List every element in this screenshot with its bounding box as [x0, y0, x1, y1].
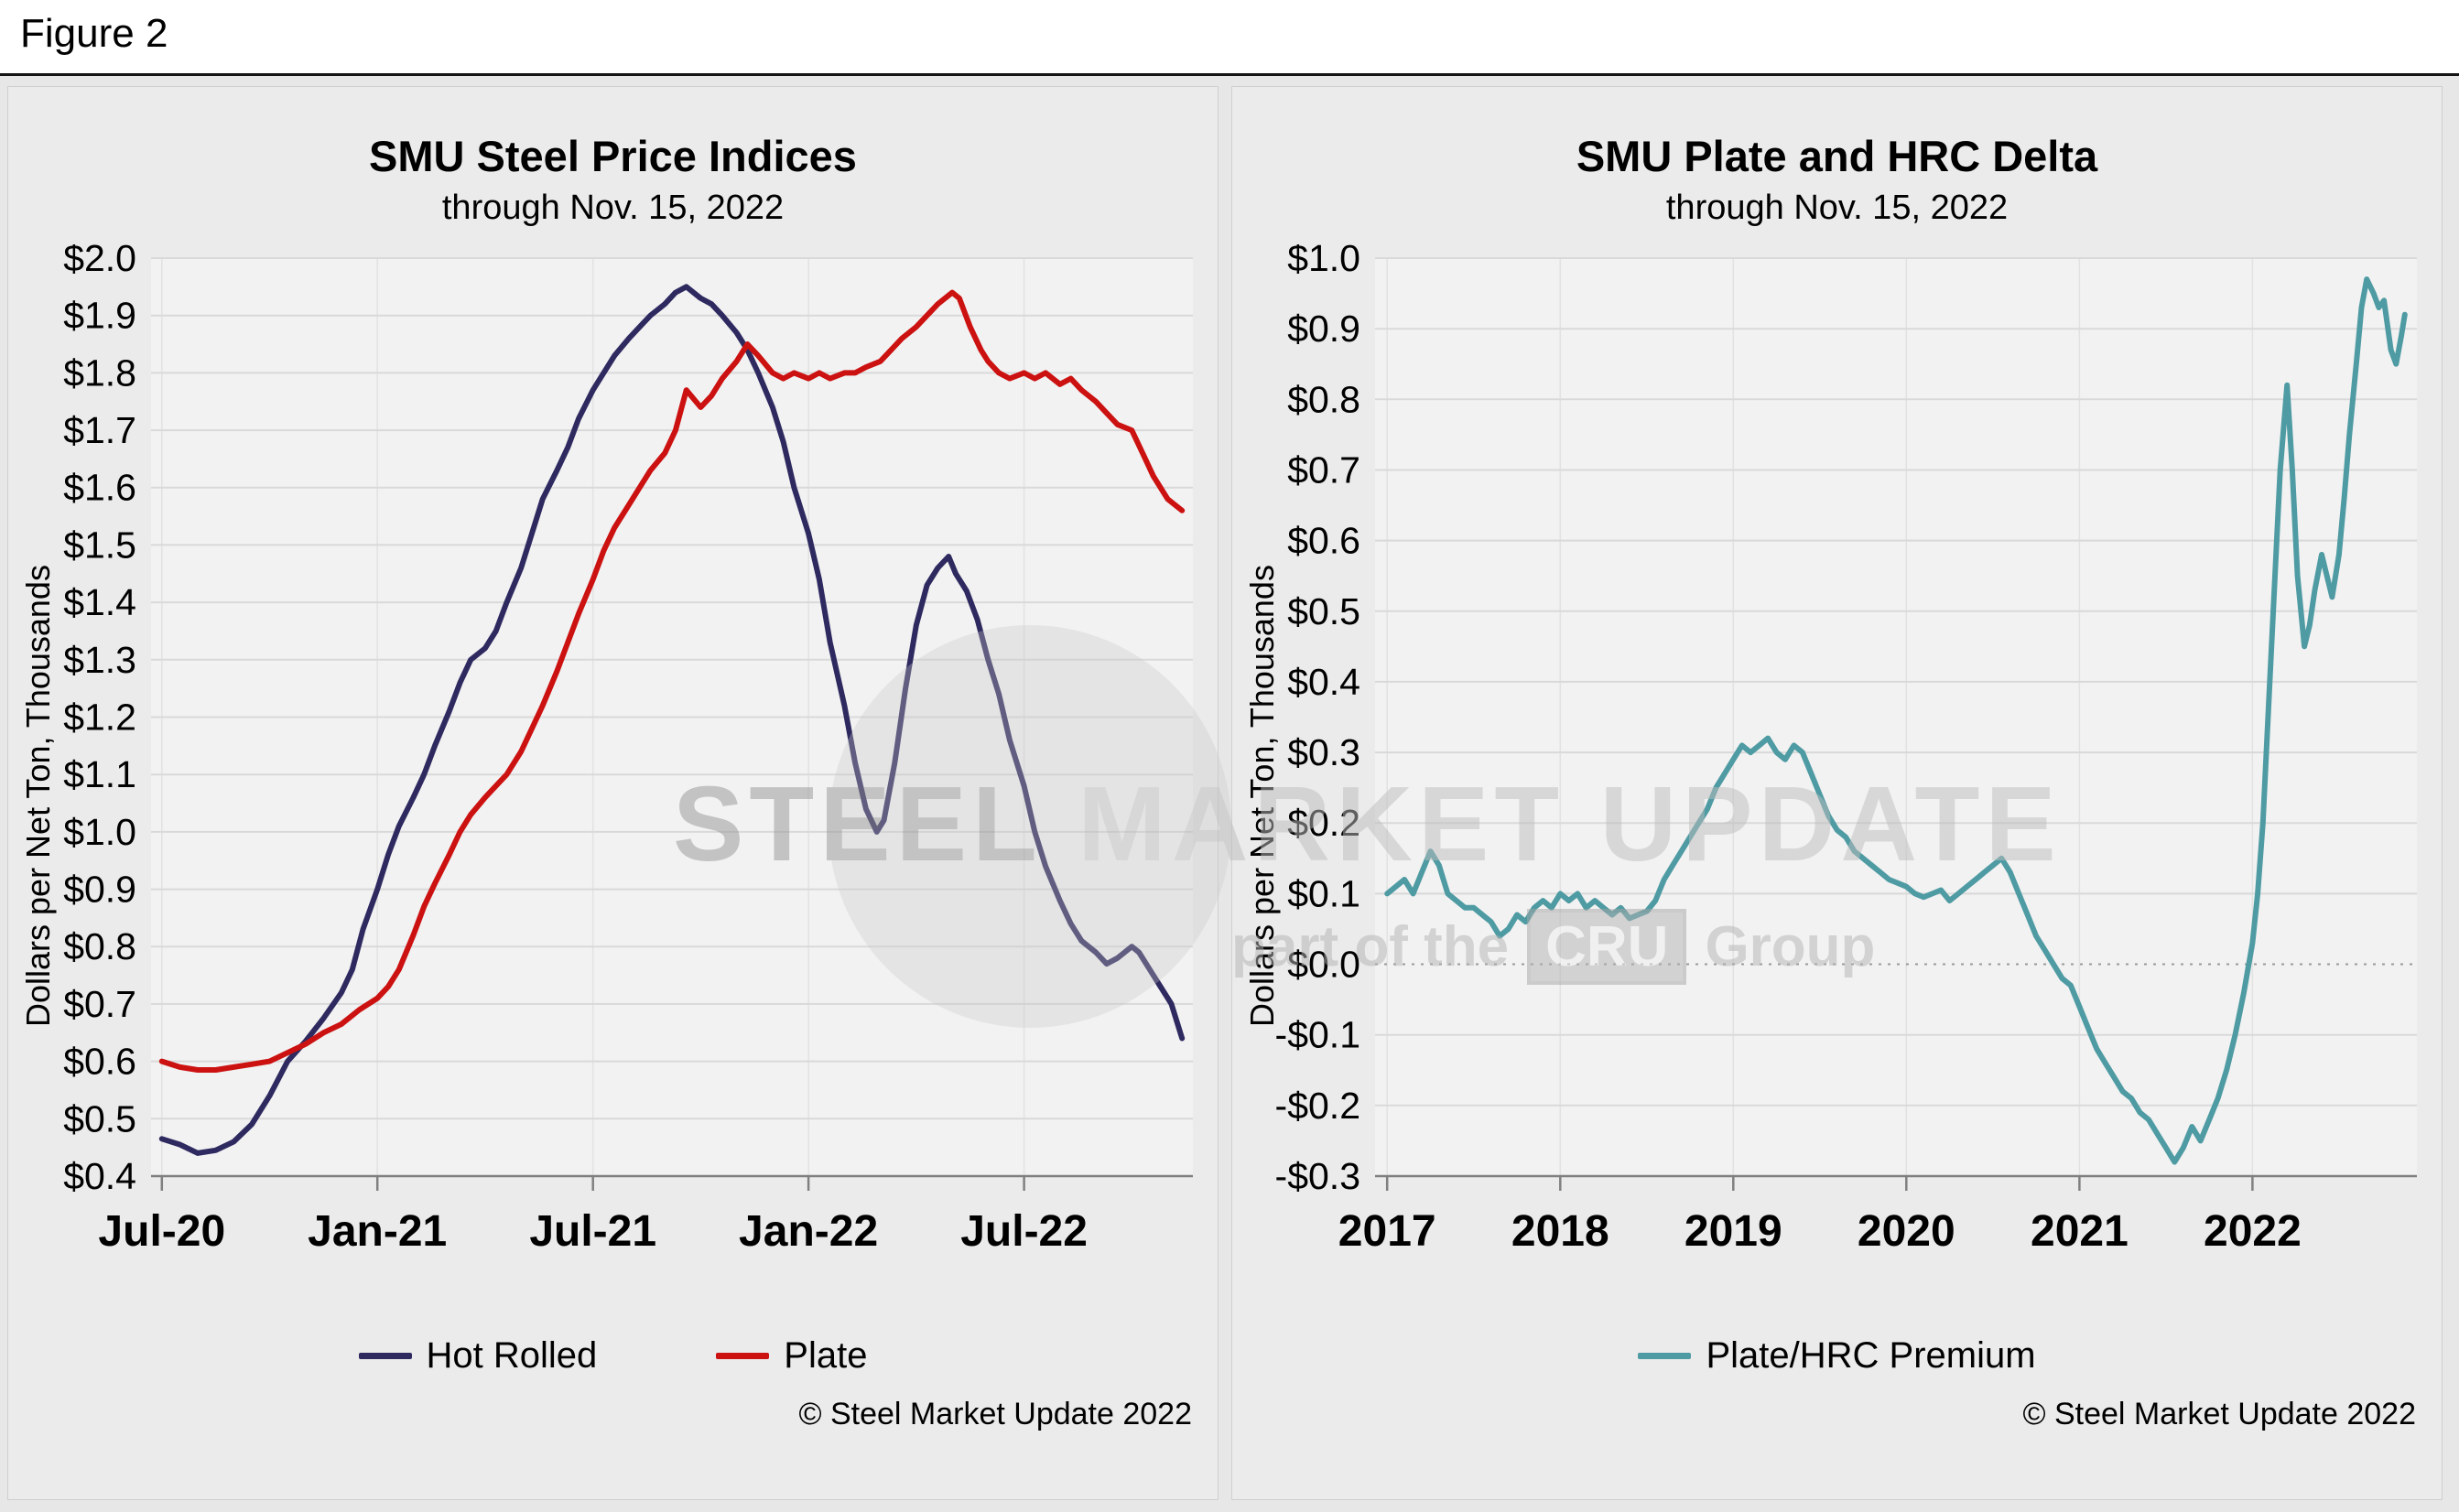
legend: Plate/HRC Premium [1232, 1335, 2442, 1377]
legend-item: Plate/HRC Premium [1638, 1335, 2036, 1377]
svg-text:$0.7: $0.7 [63, 983, 136, 1025]
svg-text:$0.7: $0.7 [1287, 449, 1360, 491]
y-axis-label: Dollars per Net Ton, Thousands [19, 565, 57, 1028]
svg-text:Jul-21: Jul-21 [529, 1207, 656, 1256]
svg-text:2017: 2017 [1338, 1207, 1436, 1256]
svg-text:$0.0: $0.0 [1287, 944, 1360, 986]
legend-line-swatch-icon [716, 1353, 770, 1359]
svg-text:-$0.2: -$0.2 [1275, 1085, 1360, 1127]
figure-body: SMU Steel Price Indices through Nov. 15,… [0, 76, 2459, 1510]
legend-item: Plate [716, 1335, 867, 1377]
svg-text:Jul-22: Jul-22 [960, 1207, 1088, 1256]
legend-label: Plate/HRC Premium [1706, 1335, 2036, 1376]
svg-text:$1.5: $1.5 [63, 524, 136, 566]
svg-text:$0.8: $0.8 [1287, 378, 1360, 420]
svg-text:$0.6: $0.6 [1287, 520, 1360, 562]
svg-text:$0.4: $0.4 [63, 1155, 136, 1197]
legend-item: Hot Rolled [358, 1335, 598, 1377]
y-axis-label: Dollars per Net Ton, Thousands [1243, 565, 1281, 1028]
price-indices-chart: $2.0 $1.9 $1.8 $1.7 $1.6 $1.5 $1.4 $1.3 $1.2 $1.1… [63, 244, 1193, 1256]
svg-text:$1.7: $1.7 [63, 409, 136, 451]
svg-text:$0.9: $0.9 [63, 869, 136, 911]
svg-text:$0.9: $0.9 [1287, 308, 1360, 350]
svg-text:$1.0: $1.0 [1287, 244, 1360, 279]
svg-text:$0.4: $0.4 [1287, 661, 1360, 703]
svg-text:$1.1: $1.1 [63, 753, 136, 795]
plate-hrc-delta-chart: $1.0 $0.9 $0.8 $0.7 $0.6 $0.5 $0.4 $0.3 $0.2 $0.1… [1275, 244, 2417, 1256]
svg-text:Jan-21: Jan-21 [308, 1207, 447, 1256]
legend-line-swatch-icon [1638, 1353, 1692, 1359]
legend-label: Hot Rolled [426, 1335, 598, 1376]
svg-text:$0.8: $0.8 [63, 925, 136, 967]
svg-text:$0.5: $0.5 [1287, 590, 1360, 632]
svg-text:2022: 2022 [2204, 1207, 2302, 1256]
svg-text:$1.8: $1.8 [63, 351, 136, 394]
chart-title: SMU Steel Price Indices [369, 132, 857, 180]
legend-line-swatch-icon [358, 1353, 412, 1359]
figure-label: Figure 2 [20, 11, 168, 56]
svg-text:Jul-20: Jul-20 [98, 1207, 225, 1256]
svg-text:2021: 2021 [2031, 1207, 2129, 1256]
legend-label: Plate [784, 1335, 868, 1376]
svg-text:$0.2: $0.2 [1287, 802, 1360, 844]
copyright-text: © Steel Market Update 2022 [2022, 1397, 2416, 1431]
svg-text:$0.1: $0.1 [1287, 872, 1360, 914]
svg-text:2020: 2020 [1858, 1207, 1955, 1256]
svg-text:$0.3: $0.3 [1287, 731, 1360, 773]
svg-text:$0.6: $0.6 [63, 1041, 136, 1083]
svg-text:-$0.1: -$0.1 [1275, 1014, 1360, 1056]
svg-text:$1.0: $1.0 [63, 811, 136, 853]
svg-text:$1.6: $1.6 [63, 467, 136, 509]
svg-text:$1.2: $1.2 [63, 697, 136, 739]
chart-subtitle: through Nov. 15, 2022 [441, 189, 785, 227]
legend: Hot Rolled Plate [8, 1335, 1218, 1377]
chart-subtitle: through Nov. 15, 2022 [1665, 189, 2009, 227]
svg-text:2018: 2018 [1511, 1207, 1609, 1256]
svg-text:2019: 2019 [1684, 1207, 1782, 1256]
svg-text:$1.4: $1.4 [63, 581, 136, 623]
svg-text:$1.3: $1.3 [63, 639, 136, 681]
copyright-text: © Steel Market Update 2022 [798, 1397, 1192, 1431]
svg-text:$0.5: $0.5 [63, 1097, 136, 1139]
panel-price-indices: SMU Steel Price Indices through Nov. 15,… [7, 86, 1219, 1500]
svg-text:-$0.3: -$0.3 [1275, 1155, 1360, 1197]
svg-text:Jan-22: Jan-22 [739, 1207, 878, 1256]
panel-plate-hrc-delta: SMU Plate and HRC Delta through Nov. 15,… [1231, 86, 2443, 1500]
chart-title: SMU Plate and HRC Delta [1576, 132, 2098, 180]
figure-header: Figure 2 [0, 0, 2459, 76]
svg-text:$1.9: $1.9 [63, 295, 136, 337]
svg-text:$2.0: $2.0 [63, 244, 136, 279]
